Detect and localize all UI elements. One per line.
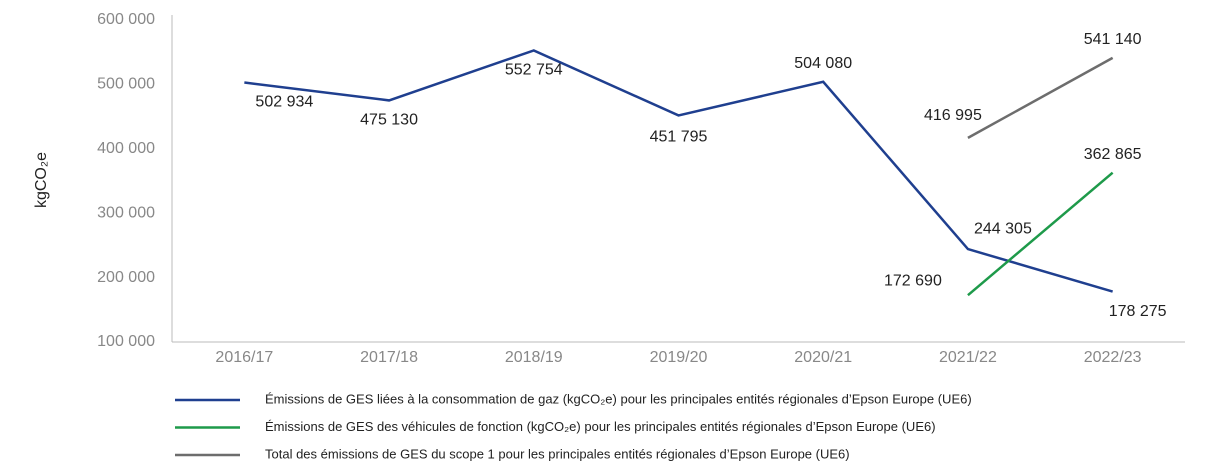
data-label: 541 140 <box>1084 31 1142 48</box>
x-tick-label: 2018/19 <box>505 349 563 366</box>
data-label: 362 865 <box>1084 146 1142 163</box>
x-tick-label: 2022/23 <box>1084 349 1142 366</box>
series-line <box>967 56 1114 139</box>
x-tick-label: 2019/20 <box>650 349 708 366</box>
y-tick-label: 200 000 <box>97 269 155 286</box>
series-line <box>244 49 1113 293</box>
legend-label: Total des émissions de GES du scope 1 po… <box>265 446 850 461</box>
x-tick-label: 2016/17 <box>215 349 273 366</box>
x-tick-label: 2017/18 <box>360 349 418 366</box>
data-label: 502 934 <box>255 94 313 111</box>
y-axis-label: kgCO₂e <box>33 152 50 208</box>
y-tick-label: 400 000 <box>97 140 155 157</box>
legend-label: Émissions de GES des véhicules de foncti… <box>265 419 936 434</box>
x-tick-label: 2020/21 <box>794 349 852 366</box>
data-label: 552 754 <box>505 62 563 79</box>
data-label: 178 275 <box>1109 303 1167 320</box>
y-tick-label: 100 000 <box>97 333 155 350</box>
data-label: 172 690 <box>884 272 942 289</box>
y-tick-label: 500 000 <box>97 76 155 93</box>
y-tick-label: 600 000 <box>97 11 155 28</box>
x-tick-label: 2021/22 <box>939 349 997 366</box>
data-label: 244 305 <box>974 220 1032 237</box>
data-label: 504 080 <box>794 55 852 72</box>
data-label: 475 130 <box>360 112 418 129</box>
series-line <box>967 171 1114 297</box>
legend-label: Émissions de GES liées à la consommation… <box>265 391 972 406</box>
data-label: 416 995 <box>924 107 982 124</box>
y-tick-label: 300 000 <box>97 204 155 221</box>
data-label: 451 795 <box>650 129 708 146</box>
